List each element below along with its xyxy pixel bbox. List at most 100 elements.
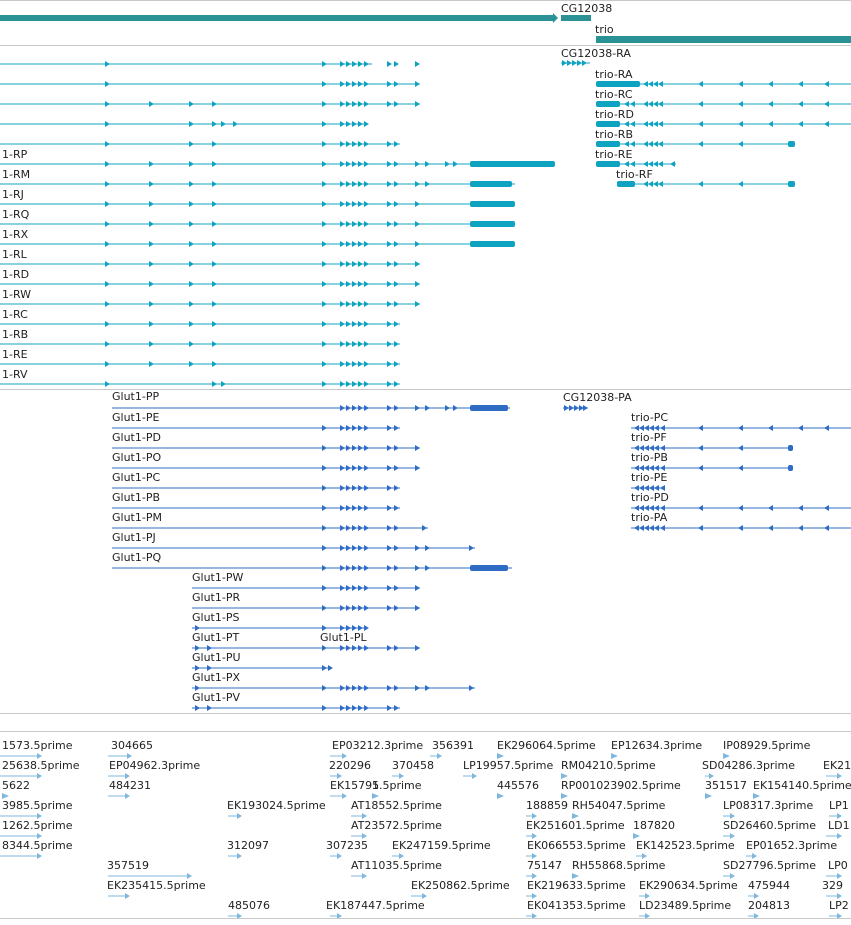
est-feature[interactable]: AT23572.5prime (351, 819, 442, 839)
protein-label-glut1-pm[interactable]: Glut1-PM (112, 511, 162, 524)
protein-trio-row-4[interactable] (631, 505, 851, 511)
protein-label-glut1-pw[interactable]: Glut1-PW (192, 571, 243, 584)
protein-glut1-row-9[interactable] (192, 585, 420, 591)
est-label[interactable]: 1262.5prime (2, 819, 73, 832)
protein-glut1-row-12[interactable] (192, 645, 420, 651)
est-label[interactable]: LP2 (829, 899, 849, 912)
est-feature[interactable]: AT18552.5prime (351, 799, 442, 819)
protein-cg12038-pa[interactable] (563, 405, 588, 411)
transcript-trio-trio-ra[interactable] (596, 81, 851, 87)
protein-trio-row-5[interactable] (631, 525, 851, 531)
protein-label-glut1-pc[interactable]: Glut1-PC (112, 471, 160, 484)
transcript-glut1-row-5[interactable] (0, 161, 555, 167)
transcript-label-trio-re[interactable]: trio-RE (595, 148, 632, 161)
est-feature[interactable]: SD26460.5prime (723, 819, 816, 839)
transcript-trio-trio-rd[interactable] (596, 121, 851, 127)
transcript-glut1-row-4[interactable] (0, 141, 400, 147)
est-label[interactable]: AT11035.5prime (351, 859, 442, 872)
est-feature[interactable]: EK142523.5prime (636, 839, 735, 859)
protein-label-trio-pd[interactable]: trio-PD (631, 491, 669, 504)
est-label[interactable]: EK187447.5prime (326, 899, 425, 912)
transcript-trio-trio-re[interactable] (596, 161, 676, 167)
est-label[interactable]: 220296 (329, 759, 371, 772)
est-label[interactable]: 329 (822, 879, 843, 892)
protein-trio-row-1[interactable] (631, 445, 793, 451)
transcript-glut1-row-15[interactable] (0, 361, 400, 367)
est-feature[interactable]: EP12634.3prime (611, 739, 702, 759)
est-label[interactable]: 351517 (705, 779, 747, 792)
est-feature[interactable]: 3985.5prime (0, 799, 73, 819)
transcript-label-1-rj[interactable]: 1-RJ (2, 188, 24, 201)
est-label[interactable]: EP04962.3prime (109, 759, 200, 772)
protein-label-glut1-pd[interactable]: Glut1-PD (112, 431, 161, 444)
est-feature[interactable]: IP08929.5prime (723, 739, 811, 759)
transcript-glut1-row-8[interactable] (0, 221, 515, 227)
est-feature[interactable]: 188859 (526, 799, 568, 819)
est-label[interactable]: RH54047.5prime (572, 799, 666, 812)
est-label[interactable]: AT18552.5prime (351, 799, 442, 812)
est-feature[interactable]: EK235415.5prime (107, 879, 206, 899)
est-label[interactable]: EK247159.5prime (392, 839, 491, 852)
est-feature[interactable]: 307235 (326, 839, 368, 859)
transcript-label-trio-rf[interactable]: trio-RF (616, 168, 653, 181)
est-feature[interactable]: 8344.5prime (0, 839, 73, 859)
est-label[interactable]: 1573.5prime (2, 739, 73, 752)
est-label[interactable]: 75147 (527, 859, 562, 872)
est-label[interactable]: LD1 (828, 819, 850, 832)
protein-trio-row-3[interactable] (631, 485, 665, 491)
est-label[interactable]: LP0 (828, 859, 848, 872)
transcript-label-trio-rc[interactable]: trio-RC (595, 88, 633, 101)
est-feature[interactable]: 370458 (392, 759, 434, 779)
transcript-glut1-row-1[interactable] (0, 81, 420, 87)
est-label[interactable]: EP03212.3prime (332, 739, 423, 752)
transcript-glut1-row-14[interactable] (0, 341, 400, 347)
est-feature[interactable]: LP1 (829, 799, 849, 819)
transcript-label-cg12038-ra[interactable]: CG12038-RA (561, 47, 631, 60)
est-label[interactable]: 3985.5prime (2, 799, 73, 812)
est-label[interactable]: RP001023902.5prime (561, 779, 681, 792)
protein-label-glut1-ps[interactable]: Glut1-PS (192, 611, 239, 624)
transcript-trio-trio-rc[interactable] (596, 101, 851, 107)
est-feature[interactable]: LP08317.3prime (723, 799, 814, 819)
est-feature[interactable]: EK247159.5prime (392, 839, 491, 859)
protein-glut1-row-11[interactable] (192, 625, 369, 631)
est-feature[interactable]: EK290634.5prime (639, 879, 738, 899)
est-label[interactable]: 187820 (633, 819, 675, 832)
est-feature[interactable]: EK15795 (330, 779, 379, 799)
transcript-cg12038-ra[interactable] (561, 60, 590, 66)
est-label[interactable]: 484231 (109, 779, 151, 792)
transcript-glut1-row-7[interactable] (0, 201, 515, 207)
est-label[interactable]: LP1 (829, 799, 849, 812)
est-label[interactable]: EK219633.5prime (527, 879, 626, 892)
est-label[interactable]: 8344.5prime (2, 839, 73, 852)
est-feature[interactable]: 25638.5prime (0, 759, 80, 779)
est-feature[interactable]: 484231 (108, 779, 151, 799)
protein-glut1-row-13[interactable] (192, 665, 333, 671)
est-label[interactable]: SD26460.5prime (723, 819, 816, 832)
est-label[interactable]: EK21 (823, 759, 851, 772)
est-feature[interactable]: SD27796.5prime (723, 859, 816, 879)
transcript-glut1-row-6[interactable] (0, 181, 515, 187)
est-label[interactable]: EP12634.3prime (611, 739, 702, 752)
protein-label-glut1-po[interactable]: Glut1-PO (112, 451, 161, 464)
est-feature[interactable]: 312097 (227, 839, 269, 859)
protein-glut1-row-3[interactable] (112, 465, 420, 471)
est-label[interactable]: EK296064.5prime (497, 739, 596, 752)
protein-label-glut1-pb[interactable]: Glut1-PB (112, 491, 160, 504)
transcript-label-1-rq[interactable]: 1-RQ (2, 208, 30, 221)
est-feature[interactable]: 485076 (228, 899, 270, 919)
protein-label-cg12038-pa[interactable]: CG12038-PA (563, 391, 632, 404)
protein-glut1-row-0[interactable] (112, 405, 510, 411)
protein-label-glut1-pe[interactable]: Glut1-PE (112, 411, 159, 424)
est-feature[interactable]: 204813 (748, 899, 790, 919)
protein-label-glut1-pl[interactable]: Glut1-PL (320, 631, 367, 644)
est-feature[interactable]: EK041353.5prime (526, 899, 626, 919)
transcript-label-1-rm[interactable]: 1-RM (2, 168, 30, 181)
est-label[interactable]: SD27796.5prime (723, 859, 816, 872)
est-feature[interactable]: EK250862.5prime (411, 879, 510, 899)
est-label[interactable]: 204813 (748, 899, 790, 912)
est-feature[interactable]: EK193024.5prime (227, 799, 326, 819)
est-feature[interactable]: EK187447.5prime (326, 899, 425, 919)
est-label[interactable]: 475944 (748, 879, 790, 892)
protein-label-glut1-pu[interactable]: Glut1-PU (192, 651, 241, 664)
